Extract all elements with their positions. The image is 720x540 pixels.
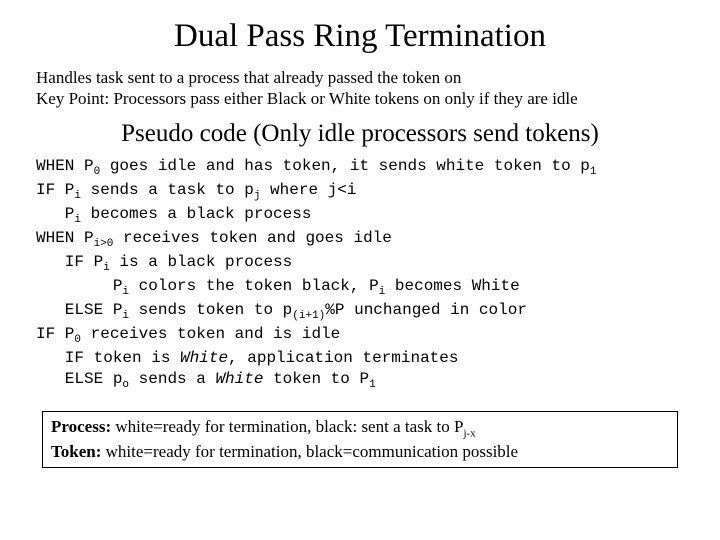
legend-text: white=ready for termination, black=commu… bbox=[101, 442, 518, 461]
code-italic: White bbox=[215, 370, 263, 388]
code-text: IF P bbox=[36, 181, 74, 199]
code-text: ELSE p bbox=[36, 370, 122, 388]
legend-label: Token: bbox=[51, 442, 101, 461]
code-text: receives token and goes idle bbox=[113, 229, 391, 247]
legend-text: white=ready for termination, black: sent… bbox=[111, 417, 463, 436]
intro-block: Handles task sent to a process that alre… bbox=[36, 67, 684, 110]
code-text: receives token and is idle bbox=[81, 325, 340, 343]
code-sub: i bbox=[103, 262, 110, 274]
code-text: sends token to p bbox=[129, 301, 292, 319]
code-text: becomes White bbox=[385, 277, 519, 295]
intro-line-2: Key Point: Processors pass either Black … bbox=[36, 88, 684, 109]
code-text: ELSE P bbox=[36, 301, 122, 319]
code-text: WHEN P bbox=[36, 157, 94, 175]
legend-line-2: Token: white=ready for termination, blac… bbox=[51, 441, 669, 463]
code-text: token to P bbox=[263, 370, 369, 388]
code-text: IF P bbox=[36, 325, 74, 343]
code-text: P bbox=[36, 205, 74, 223]
code-text: sends a task to p bbox=[81, 181, 254, 199]
code-text: sends a bbox=[129, 370, 215, 388]
code-sub: 1 bbox=[369, 380, 376, 392]
code-text: %P unchanged in color bbox=[325, 301, 527, 319]
subtitle: Pseudo code (Only idle processors send t… bbox=[36, 120, 684, 148]
legend-line-1: Process: white=ready for termination, bl… bbox=[51, 416, 669, 441]
code-text: , application terminates bbox=[228, 349, 458, 367]
code-italic: White bbox=[180, 349, 228, 367]
code-text: WHEN P bbox=[36, 229, 94, 247]
code-text: colors the token black, P bbox=[129, 277, 379, 295]
code-sub: i>0 bbox=[94, 238, 114, 250]
page-title: Dual Pass Ring Termination bbox=[36, 18, 684, 55]
intro-line-1: Handles task sent to a process that alre… bbox=[36, 67, 684, 88]
legend-sub: j-x bbox=[463, 428, 475, 440]
code-text: IF token is bbox=[36, 349, 180, 367]
pseudocode-block: WHEN P0 goes idle and has token, it send… bbox=[36, 156, 684, 394]
legend-box: Process: white=ready for termination, bl… bbox=[42, 411, 678, 468]
code-text: IF P bbox=[36, 253, 103, 271]
code-text: becomes a black process bbox=[81, 205, 311, 223]
code-sub: (i+1) bbox=[292, 310, 325, 322]
code-text: is a black process bbox=[110, 253, 292, 271]
code-sub: 1 bbox=[590, 166, 597, 178]
code-text: P bbox=[36, 277, 122, 295]
code-text: goes idle and has token, it sends white … bbox=[100, 157, 590, 175]
legend-label: Process: bbox=[51, 417, 111, 436]
code-text: where j<i bbox=[260, 181, 356, 199]
